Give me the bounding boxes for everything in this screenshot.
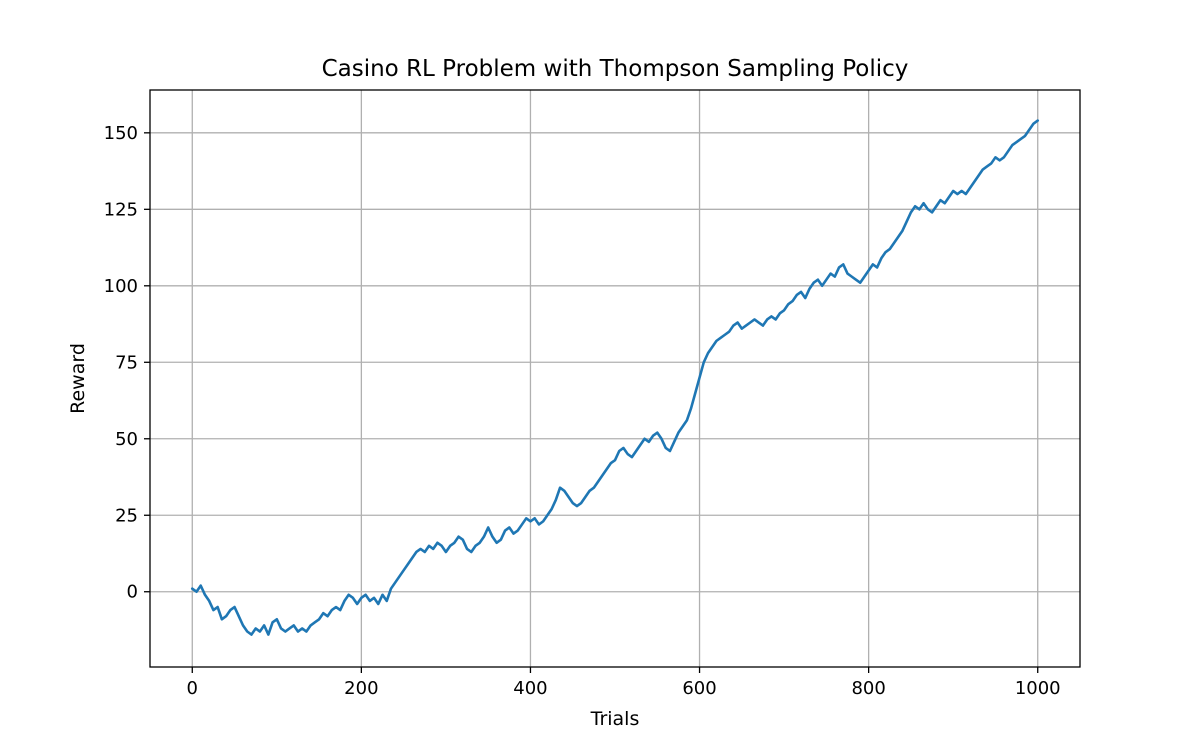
- y-tick-label: 150: [104, 123, 138, 144]
- x-axis-label: Trials: [590, 708, 640, 730]
- y-tick-label: 125: [104, 199, 138, 220]
- plot-area: [150, 90, 1080, 667]
- x-tick-label: 0: [187, 678, 198, 699]
- y-tick-label: 25: [115, 505, 138, 526]
- chart-title: Casino RL Problem with Thompson Sampling…: [322, 56, 909, 82]
- y-tick-label: 50: [115, 429, 138, 450]
- reward-series-line: [190, 119, 1040, 636]
- y-tick-label: 0: [127, 582, 138, 603]
- grid: [150, 90, 1080, 667]
- y-tick-label: 75: [115, 352, 138, 373]
- x-tick-label: 200: [344, 678, 378, 699]
- plot-frame: [149, 89, 1081, 668]
- x-tick-label: 800: [851, 678, 885, 699]
- y-tick-label: 100: [104, 276, 138, 297]
- ticks: 0 200 400 600 800 1000 0 25 50 75 100 125 150: [104, 123, 1061, 699]
- y-axis-label: Reward: [67, 343, 89, 414]
- x-tick-label: 400: [513, 678, 547, 699]
- series-layer: [190, 119, 1040, 636]
- x-tick-label: 1000: [1015, 678, 1061, 699]
- x-tick-label: 600: [682, 678, 716, 699]
